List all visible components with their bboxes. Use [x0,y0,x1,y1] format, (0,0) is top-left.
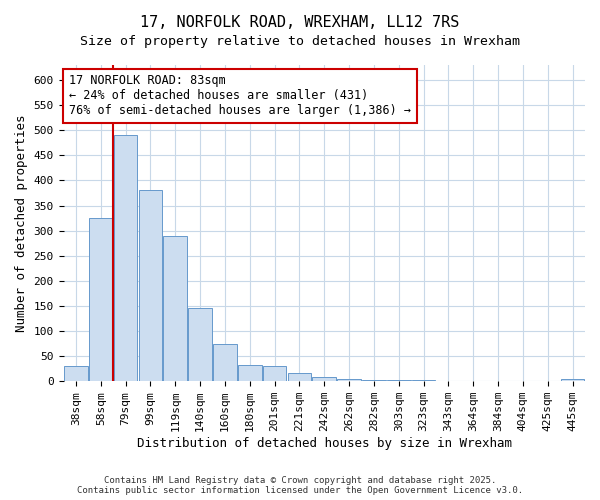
Bar [213,344,237,381]
Bar [337,379,361,381]
Text: 17, NORFOLK ROAD, WREXHAM, LL12 7RS: 17, NORFOLK ROAD, WREXHAM, LL12 7RS [140,15,460,30]
Bar [238,365,262,381]
Bar [287,373,311,381]
Bar [461,380,485,381]
Bar [89,218,113,381]
Bar [561,379,584,381]
Bar [313,377,336,381]
Bar [387,380,410,381]
Bar [437,380,460,381]
Bar [64,366,88,381]
Text: Contains HM Land Registry data © Crown copyright and database right 2025.
Contai: Contains HM Land Registry data © Crown c… [77,476,523,495]
Y-axis label: Number of detached properties: Number of detached properties [15,114,28,332]
Bar [139,190,162,381]
Bar [163,236,187,381]
X-axis label: Distribution of detached houses by size in Wrexham: Distribution of detached houses by size … [137,437,512,450]
Bar [362,380,386,381]
Bar [188,308,212,381]
Bar [412,380,436,381]
Bar [114,136,137,381]
Text: Size of property relative to detached houses in Wrexham: Size of property relative to detached ho… [80,35,520,48]
Text: 17 NORFOLK ROAD: 83sqm
← 24% of detached houses are smaller (431)
76% of semi-de: 17 NORFOLK ROAD: 83sqm ← 24% of detached… [69,74,411,118]
Bar [263,366,286,381]
